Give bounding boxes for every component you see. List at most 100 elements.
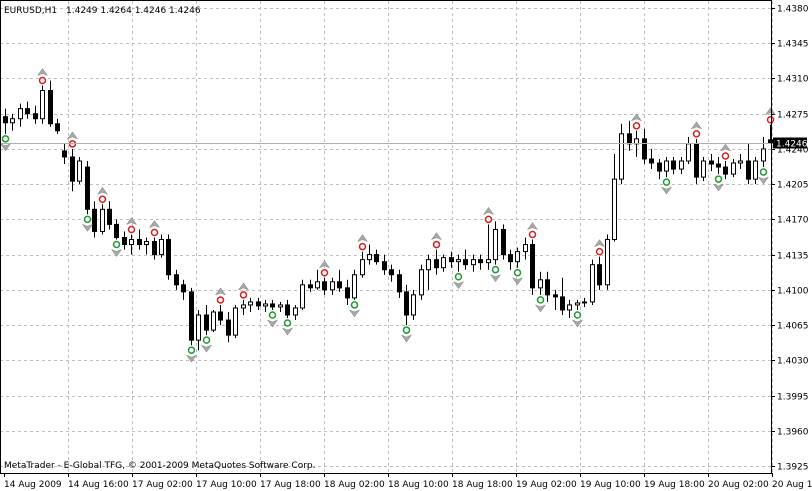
x-tick-label: 14 Aug 16:00 [68,480,129,490]
up-fractal-arrow [356,234,369,243]
candle-body [55,123,60,132]
candle-body [627,133,632,145]
candle-body [679,160,684,170]
candle-body [478,259,483,264]
down-fractal-arrow [200,344,213,353]
candle-body [560,296,565,311]
up-fractal-dot [150,228,159,237]
candle-body [590,264,595,303]
down-fractal-dot [187,346,196,354]
y-tick-label: 1.4310 [777,75,809,85]
down-fractal-dot [536,296,545,304]
candle-body [144,241,149,246]
down-fractal-dot [454,272,463,281]
candle-body [345,287,350,299]
x-tick-label: 17 Aug 18:00 [260,480,321,490]
candle-body [48,90,53,125]
candle-body [166,239,171,276]
up-fractal-arrow [148,220,161,229]
candle-body [174,274,179,286]
candle-body [40,90,45,120]
up-fractal-dot [239,291,248,299]
candle-body [25,108,30,115]
price-marker-label: 1.4246 [776,140,808,150]
candle-body [761,148,766,162]
candle-body [248,301,253,306]
candle-body [701,160,706,178]
down-fractal-arrow [452,281,465,290]
candle-body [285,304,290,316]
candle-body [114,223,119,239]
x-tick-label: 18 Aug 10:00 [388,480,449,490]
x-tick-label: 14 Aug 2009 [4,480,62,490]
y-tick-label: 1.3925 [777,463,809,473]
candle-body [471,259,476,266]
grid-lines [0,1,773,473]
up-fractal-dot [484,215,493,224]
down-fractal-dot [402,326,411,334]
y-tick-label: 1.4345 [777,40,809,50]
up-fractal-arrow [96,186,109,195]
candle-body [256,301,261,307]
candle-body [753,160,758,180]
up-fractal-arrow [66,131,79,140]
down-fractal-arrow [400,334,413,343]
y-tick-label: 1.3960 [777,428,809,438]
candle-body [196,314,201,341]
candle-body [671,160,676,170]
candle-body [278,304,283,308]
candle-body [3,116,8,124]
candle-body [397,274,402,293]
candle-body [152,241,157,256]
down-fractal-arrow [712,183,725,192]
candle-body [746,160,751,180]
candle-body [657,162,662,172]
candle-body [456,259,461,263]
candle-body [322,281,327,291]
candle-body [100,208,105,232]
candle-body [716,163,721,168]
time-axis: 14 Aug 2009 14 Aug 16:00 17 Aug 02:00 17 Au… [4,473,812,490]
candle-body [508,254,513,263]
candle-body [441,257,446,269]
symbol-timeframe: EURUSD,H1 [4,6,57,16]
x-tick-label: 17 Aug 10:00 [196,480,257,490]
candle-body [449,257,454,263]
candle-body [545,279,550,296]
up-fractal-arrow [690,121,703,130]
candle-body [137,239,142,246]
candle-body [70,156,75,182]
down-fractal-arrow [511,277,524,286]
candle-body [226,319,231,336]
down-fractal-arrow [110,248,123,257]
up-fractal-arrow [719,143,732,152]
candle-body [233,307,238,336]
candle-body [263,303,268,307]
candle-body [389,269,394,276]
candle-body [360,259,365,276]
copyright-text: MetaTrader - E-Global TFG, © 2001-2009 M… [4,461,316,471]
candle-body [642,138,647,160]
candle-body [189,291,194,341]
candle-body [738,160,743,164]
candle-body [515,251,520,263]
candle-body [419,269,424,296]
current-price-marker: 1.4246 [773,137,808,150]
candle-body [463,259,468,266]
x-tick-label: 18 Aug 02:00 [324,480,385,490]
candle-body [582,301,587,304]
candle-body [612,178,617,241]
down-fractal-arrow [757,176,770,185]
up-fractal-dot [320,269,329,277]
down-fractal-dot [513,268,522,277]
y-tick-label: 1.4135 [777,252,809,262]
y-tick-label: 1.4170 [777,216,809,226]
down-fractal-arrow [534,304,547,313]
candle-body [768,139,773,144]
down-fractal-arrow [660,186,673,195]
x-tick-label: 19 Aug 02:00 [516,480,577,490]
candle-body [129,239,134,246]
candle-body [374,254,379,263]
